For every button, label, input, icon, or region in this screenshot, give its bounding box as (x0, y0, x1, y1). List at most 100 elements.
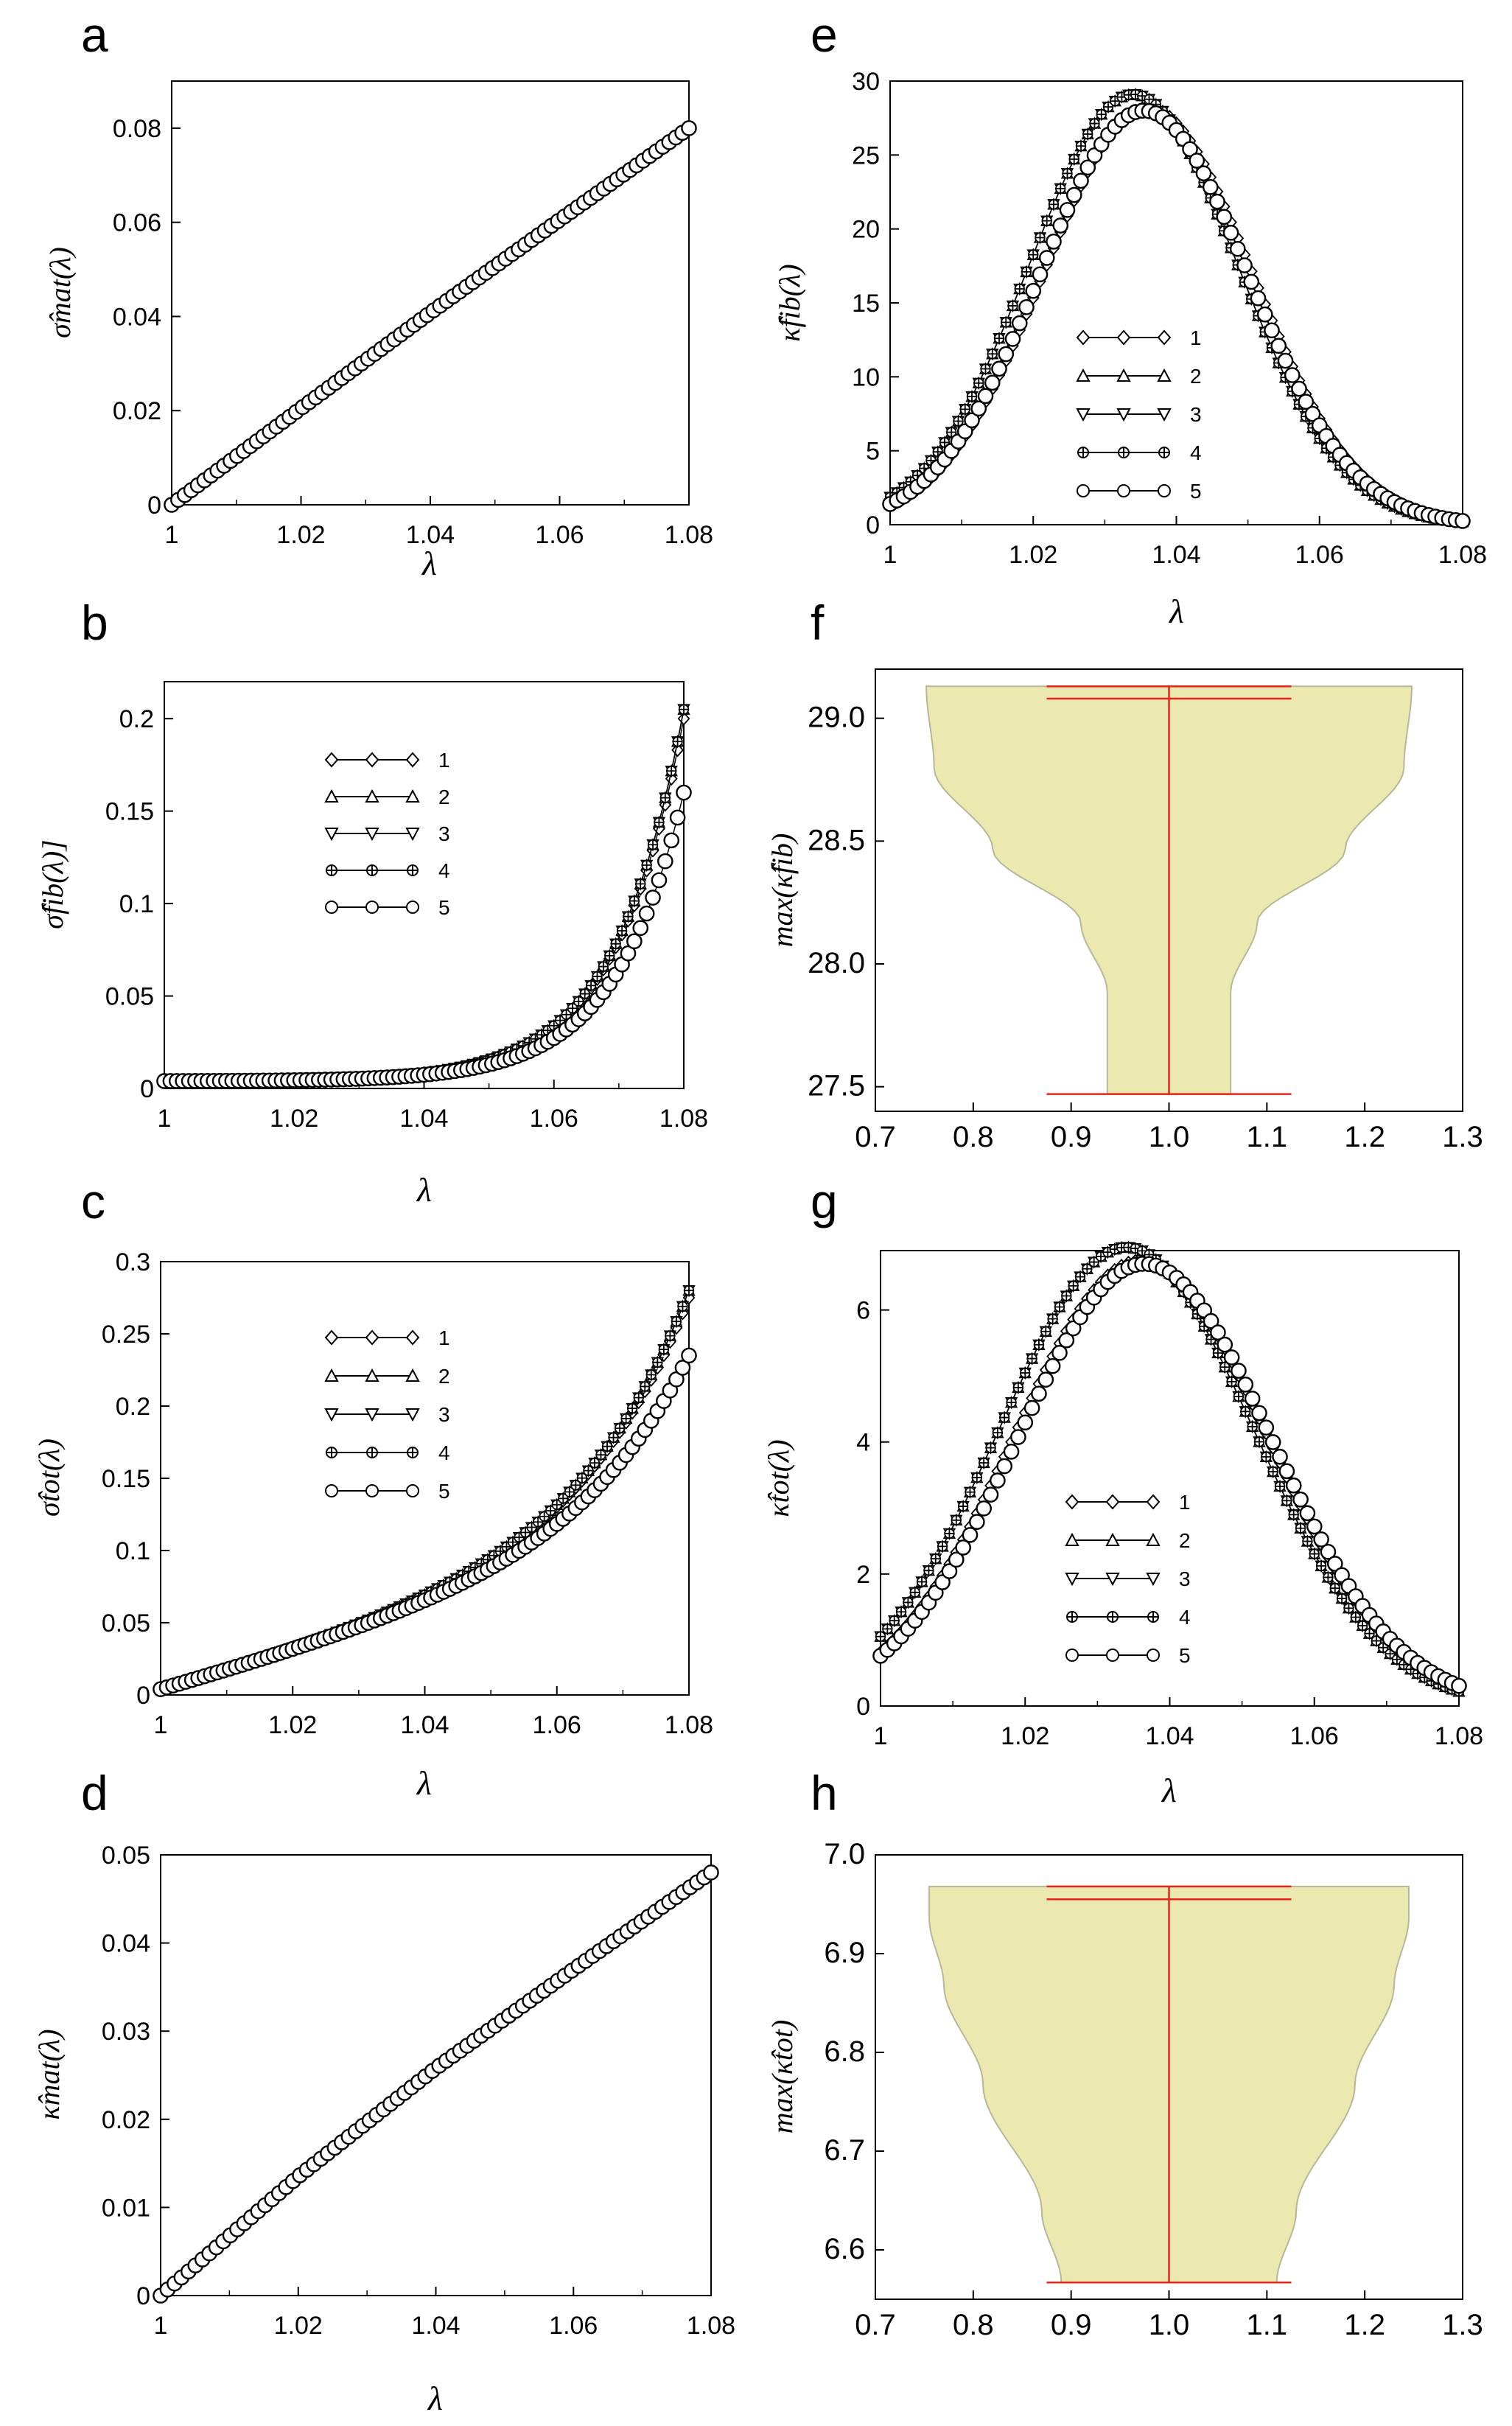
series-line (160, 1290, 690, 1690)
legend-marker (1106, 1495, 1119, 1509)
data-point (1096, 109, 1107, 120)
data-point (1258, 1419, 1275, 1436)
data-point (1031, 1385, 1047, 1402)
plot-frame (164, 681, 685, 1089)
data-point (984, 374, 1001, 391)
series-line (164, 709, 685, 1082)
data-point (614, 1422, 626, 1434)
series-line (160, 1290, 690, 1690)
data-point (916, 1576, 928, 1587)
data-point (1004, 331, 1021, 347)
series-2 (158, 703, 690, 1087)
y-tick-label: 0.08 (113, 115, 161, 143)
legend-marker (325, 752, 338, 767)
data-point (951, 1514, 962, 1525)
x-tick-label: 1.02 (268, 1711, 317, 1739)
data-point (977, 388, 994, 405)
legend-marker (365, 901, 379, 914)
x-tick-label: 1.02 (270, 1105, 318, 1133)
data-point (1272, 1448, 1288, 1465)
data-point (1231, 1363, 1247, 1379)
legend-marker (1158, 447, 1170, 458)
series-line (164, 709, 685, 1082)
panel-label-f: f (811, 595, 825, 650)
panel-d: 1 1.02 1.04 1.06 1.08 0 0.01 0.02 0.03 0.04 0.05 (102, 1842, 735, 2340)
y-tick-label: 15 (852, 290, 880, 318)
y-tick-label: 6.8 (824, 2035, 865, 2068)
series-line (160, 1355, 690, 1690)
data-point (990, 1472, 1006, 1489)
data-point (585, 980, 597, 991)
data-point (1032, 266, 1049, 283)
data-point (1295, 1523, 1306, 1534)
panel-label-g: g (811, 1174, 838, 1228)
data-point (1209, 193, 1225, 210)
y-tick-label: 6.9 (824, 1937, 865, 1969)
data-point (903, 1597, 914, 1608)
data-point (985, 1442, 996, 1453)
data-point (616, 925, 628, 937)
x-tick-label: 1.04 (406, 521, 455, 549)
y-tick-label: 30 (852, 68, 880, 96)
x-tick-label: 1.3 (1442, 1121, 1483, 1153)
data-point (1323, 1572, 1334, 1583)
data-point (1240, 1406, 1251, 1417)
y-tick-label: 0.15 (102, 1465, 150, 1493)
series-line (164, 792, 685, 1082)
data-point (1256, 306, 1273, 323)
y-axis-label: κ̂mat(λ) (32, 2029, 66, 2119)
legend-marker (326, 864, 337, 876)
data-point (1350, 1612, 1362, 1623)
data-point (944, 1528, 955, 1539)
legend-marker (1077, 484, 1090, 497)
x-tick-label: 1.08 (1438, 541, 1487, 569)
data-point (672, 736, 683, 747)
data-point (1028, 249, 1039, 260)
data-point (1010, 1429, 1026, 1445)
data-point (937, 1541, 948, 1552)
data-point (875, 1631, 886, 1642)
legend-marker (1118, 447, 1130, 458)
x-tick-label: 1.3 (1442, 2309, 1483, 2341)
x-tick-label: 0.9 (1051, 1121, 1092, 1153)
legend-marker (1117, 484, 1130, 497)
data-point (623, 911, 634, 922)
y-tick-label: 0.05 (105, 983, 154, 1011)
data-point (987, 349, 998, 360)
data-point (641, 859, 652, 871)
data-point (678, 704, 690, 715)
data-point (604, 950, 615, 962)
plot-frame (889, 80, 1463, 525)
y-axis-label: σ̂tot(λ) (32, 1439, 66, 1517)
data-point (993, 332, 1005, 344)
y-axis-label: max(κ̂tot) (766, 2020, 799, 2134)
legend-marker (407, 864, 419, 876)
data-point (1001, 317, 1012, 328)
series-σ̂mat (164, 120, 697, 513)
data-point (1309, 1548, 1320, 1559)
legend-label: 5 (1179, 1644, 1191, 1667)
data-point (589, 1457, 601, 1469)
y-tick-label: 0 (136, 1682, 150, 1710)
series-1 (158, 712, 690, 1088)
data-point (1014, 283, 1025, 295)
data-point (629, 895, 640, 906)
x-tick-label: 1.06 (530, 1105, 578, 1133)
data-point (633, 1392, 644, 1403)
data-point (1217, 1336, 1233, 1353)
legend-label: 3 (438, 822, 450, 845)
x-axis-label: λ (416, 1171, 432, 1209)
data-point (1299, 1505, 1316, 1522)
legend-marker (1065, 1649, 1079, 1662)
legend-label: 5 (1190, 480, 1202, 503)
data-point (1264, 322, 1280, 339)
y-tick-label: 28.5 (808, 824, 865, 856)
y-tick-label: 0.1 (116, 1537, 150, 1565)
data-point (973, 377, 984, 389)
data-point (677, 1301, 688, 1312)
x-tick-label: 1.2 (1344, 2309, 1385, 2341)
y-tick-label: 0.06 (113, 209, 161, 237)
x-tick-label: 1.06 (549, 2312, 598, 2340)
legend-marker (325, 901, 338, 914)
